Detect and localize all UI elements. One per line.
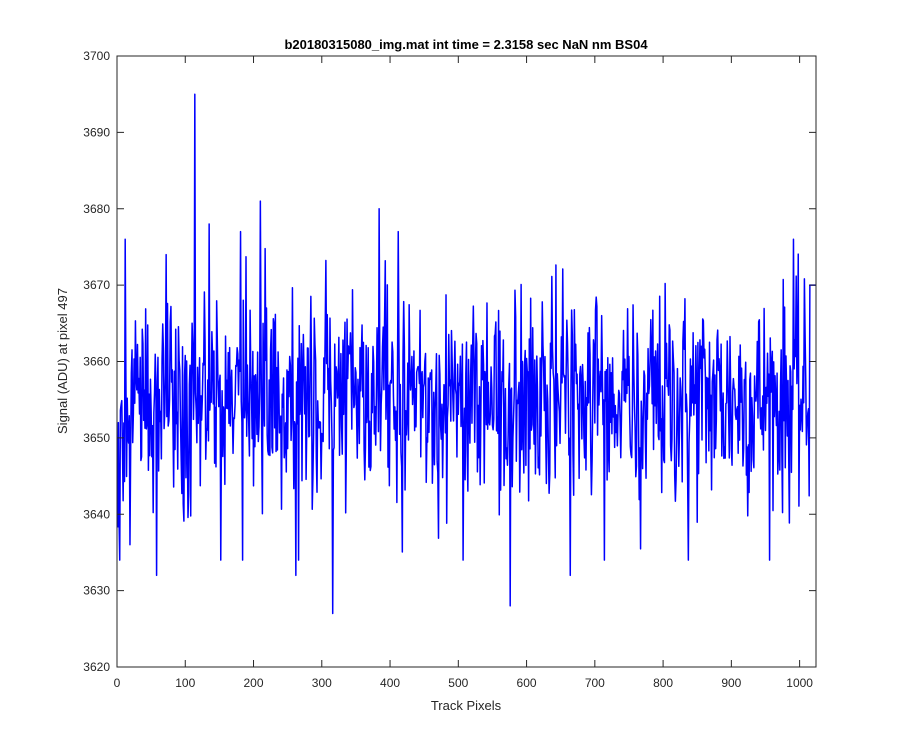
x-tick-label: 0 [114,676,121,690]
y-axis-label: Signal (ADU) at pixel 497 [55,288,70,434]
y-tick-label: 3670 [83,278,110,292]
x-tick-label: 400 [380,676,400,690]
x-tick-label: 600 [517,676,537,690]
y-tick-label: 3700 [83,49,110,63]
y-tick-label: 3630 [83,584,110,598]
y-tick-label: 3640 [83,507,110,521]
x-axis-label: Track Pixels [431,698,502,713]
x-tick-label: 900 [721,676,741,690]
x-tick-label: 500 [448,676,468,690]
x-tick-label: 1000 [786,676,813,690]
axes-layer: 0 100 200 300 400 500 600 700 800 900 1000 3620 3630… [83,49,817,690]
y-tick-label: 3680 [83,202,110,216]
chart-title: b20180315080_img.mat int time = 2.3158 s… [284,37,648,52]
y-tick-label: 3620 [83,660,110,674]
series-line-0 [116,93,817,615]
y-tick-label: 3690 [83,125,110,139]
y-tick-label: 3660 [83,355,110,369]
y-tick-label: 3650 [83,431,110,445]
x-tick-label: 800 [653,676,673,690]
series-layer [116,93,817,615]
x-tick-label: 200 [244,676,264,690]
x-tick-label: 300 [312,676,332,690]
x-tick-label: 700 [585,676,605,690]
x-tick-label: 100 [175,676,195,690]
